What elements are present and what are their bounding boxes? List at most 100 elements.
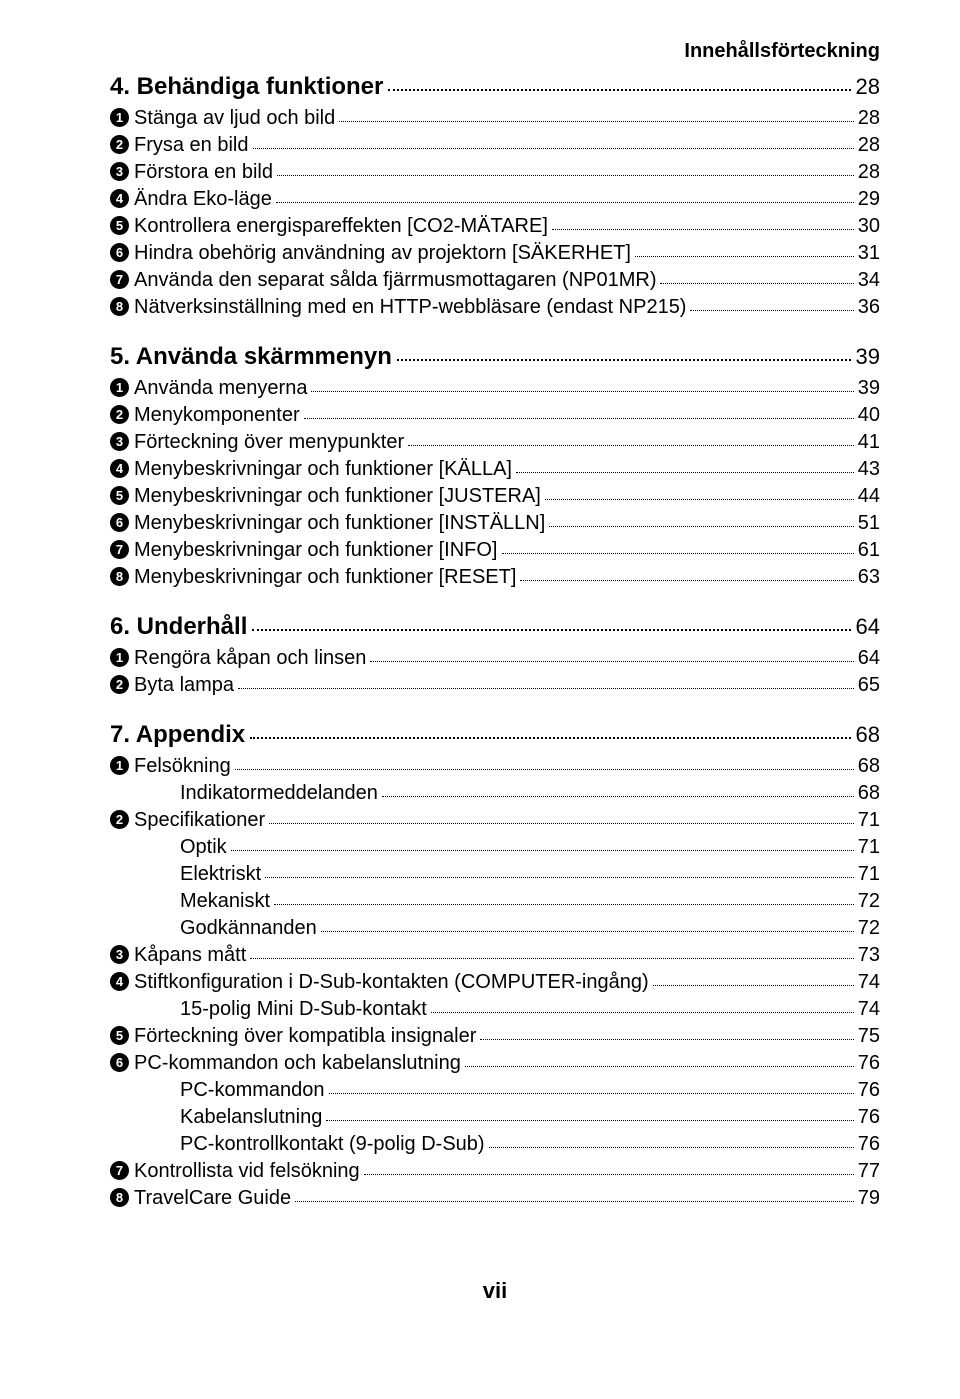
- section-title-row: 6. Underhåll 64: [110, 613, 880, 641]
- page-header: Innehållsförteckning: [110, 40, 880, 63]
- toc-subitem-label: Indikatormeddelanden: [180, 782, 378, 805]
- toc-item-text: Felsökning: [134, 755, 231, 777]
- leader-dots: [431, 1012, 854, 1013]
- toc-item-text: Specifikationer: [134, 809, 265, 831]
- item-number-icon: 2: [110, 810, 129, 829]
- leader-dots: [520, 580, 853, 581]
- section-title: 6. Underhåll: [110, 613, 247, 641]
- toc-item-label: 3Kåpans mått: [110, 944, 246, 967]
- item-number-icon: 4: [110, 459, 129, 478]
- section-title: 4. Behändiga funktioner: [110, 73, 383, 101]
- toc-item-label: 4Stiftkonfiguration i D-Sub-kontakten (C…: [110, 971, 649, 994]
- toc-item: 2Specifikationer 71: [110, 809, 880, 832]
- toc-item: 3Förteckning över menypunkter 41: [110, 431, 880, 454]
- toc-item-page: 41: [858, 431, 880, 454]
- section-spacer: [110, 1214, 880, 1228]
- toc-item: 4Ändra Eko-läge 29: [110, 188, 880, 211]
- leader-dots: [397, 359, 851, 361]
- leader-dots: [274, 904, 854, 905]
- leader-dots: [269, 823, 854, 824]
- toc-item: 7Menybeskrivningar och funktioner [INFO]…: [110, 539, 880, 562]
- toc-subitem: Elektriskt 71: [180, 863, 880, 886]
- toc-item: 1Stänga av ljud och bild 28: [110, 107, 880, 130]
- leader-dots: [339, 121, 854, 122]
- toc-subitem-page: 76: [858, 1133, 880, 1156]
- toc-item: 3Förstora en bild 28: [110, 161, 880, 184]
- toc-item-text: Använda menyerna: [134, 377, 307, 399]
- toc-subitem-label: Godkännanden: [180, 917, 317, 940]
- item-number-icon: 5: [110, 216, 129, 235]
- toc-item-page: 64: [858, 647, 880, 670]
- leader-dots: [253, 148, 854, 149]
- section-page: 28: [856, 74, 880, 100]
- leader-dots: [252, 629, 850, 631]
- toc-item-page: 68: [858, 755, 880, 778]
- leader-dots: [321, 931, 854, 932]
- toc-item-text: Menybeskrivningar och funktioner [JUSTER…: [134, 485, 541, 507]
- toc-item-text: Förstora en bild: [134, 161, 273, 183]
- leader-dots: [549, 526, 853, 527]
- leader-dots: [653, 985, 854, 986]
- toc-subitem-label: Elektriskt: [180, 863, 261, 886]
- toc-item-text: Menybeskrivningar och funktioner [RESET]: [134, 566, 516, 588]
- toc-item-page: 44: [858, 485, 880, 508]
- toc-subitem: Kabelanslutning 76: [180, 1106, 880, 1129]
- toc-subitem-page: 72: [858, 890, 880, 913]
- toc-subitem-label: PC-kontrollkontakt (9-polig D-Sub): [180, 1133, 485, 1156]
- item-number-icon: 6: [110, 1053, 129, 1072]
- toc-item-page: 28: [858, 134, 880, 157]
- leader-dots: [635, 256, 854, 257]
- toc-item-label: 2Menykomponenter: [110, 404, 300, 427]
- toc-item-text: Menykomponenter: [134, 404, 300, 426]
- toc-item-text: Förteckning över kompatibla insignaler: [134, 1025, 476, 1047]
- toc-item-label: 5Kontrollera energispareffekten [CO2-MÄT…: [110, 215, 548, 238]
- toc-subitem-label: 15-polig Mini D-Sub-kontakt: [180, 998, 427, 1021]
- toc-item-label: 5 Menybeskrivningar och funktioner [JUSTE…: [110, 485, 541, 508]
- toc-item-text: Kåpans mått: [134, 944, 246, 966]
- page-number-footer: vii: [110, 1278, 880, 1304]
- leader-dots: [329, 1093, 854, 1094]
- toc-item-label: 2Frysa en bild: [110, 134, 249, 157]
- toc-item: 6Hindra obehörig användning av projektor…: [110, 242, 880, 265]
- leader-dots: [277, 175, 854, 176]
- leader-dots: [465, 1066, 854, 1067]
- item-number-icon: 1: [110, 756, 129, 775]
- item-number-icon: 5: [110, 486, 129, 505]
- toc-item: 8TravelCare Guide 79: [110, 1187, 880, 1210]
- toc-subitem-page: 72: [858, 917, 880, 940]
- section-spacer: [110, 323, 880, 337]
- toc-item-text: Hindra obehörig användning av projektorn…: [134, 242, 631, 264]
- toc-subitem-page: 71: [858, 836, 880, 859]
- toc-subitem: Indikatormeddelanden 68: [180, 782, 880, 805]
- section-page: 64: [856, 614, 880, 640]
- item-number-icon: 4: [110, 189, 129, 208]
- item-number-icon: 8: [110, 1188, 129, 1207]
- toc-item-page: 43: [858, 458, 880, 481]
- toc-item-page: 75: [858, 1025, 880, 1048]
- item-number-icon: 7: [110, 1161, 129, 1180]
- toc-item-page: 28: [858, 107, 880, 130]
- toc-item: 1 Felsökning 68: [110, 755, 880, 778]
- toc-item-label: 3Förstora en bild: [110, 161, 273, 184]
- toc-item-text: Menybeskrivningar och funktioner [INSTÄL…: [134, 512, 545, 534]
- toc-subitem-page: 68: [858, 782, 880, 805]
- section-page: 39: [856, 344, 880, 370]
- toc-item: 7Använda den separat sålda fjärrmusmotta…: [110, 269, 880, 292]
- toc-item-label: 3Förteckning över menypunkter: [110, 431, 404, 454]
- section-title: 7. Appendix: [110, 721, 245, 749]
- leader-dots: [265, 877, 854, 878]
- toc-subitem-label: Optik: [180, 836, 227, 859]
- toc-item-label: 1 Felsökning: [110, 755, 231, 778]
- toc-subitem-page: 76: [858, 1079, 880, 1102]
- item-number-icon: 2: [110, 675, 129, 694]
- item-number-icon: 6: [110, 513, 129, 532]
- toc-item: 2Menykomponenter 40: [110, 404, 880, 427]
- toc-item-text: Byta lampa: [134, 674, 234, 696]
- toc-item-label: 5 Förteckning över kompatibla insignaler: [110, 1025, 476, 1048]
- toc-subitem: Optik 71: [180, 836, 880, 859]
- toc-item-text: Stänga av ljud och bild: [134, 107, 335, 129]
- item-number-icon: 5: [110, 1026, 129, 1045]
- toc-item-page: 29: [858, 188, 880, 211]
- toc-item-label: 6PC-kommandon och kabelanslutning: [110, 1052, 461, 1075]
- toc-item-label: 1Stänga av ljud och bild: [110, 107, 335, 130]
